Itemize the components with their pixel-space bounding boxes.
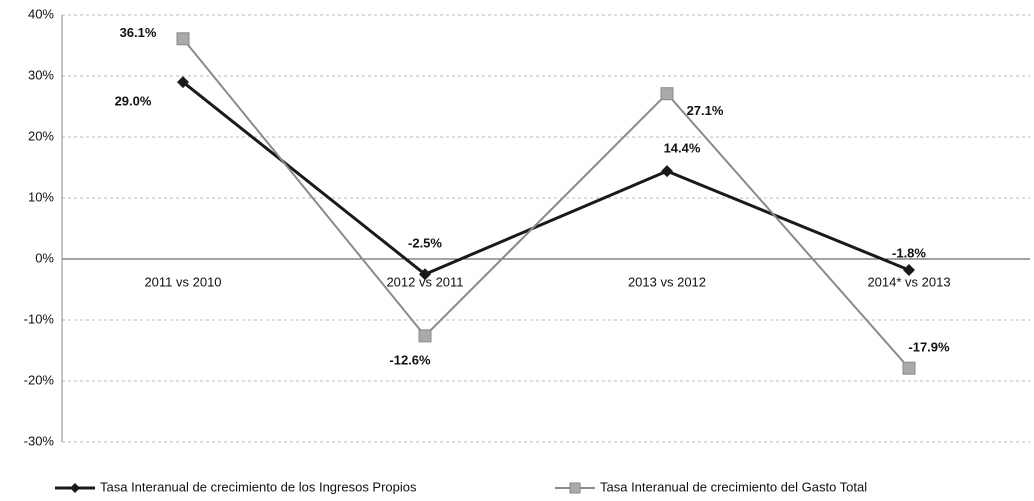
legend-label: Tasa Interanual de crecimiento del Gasto… [600,479,867,494]
value-label: 27.1% [687,103,724,118]
marker [660,87,674,101]
y-tick-label: 30% [28,67,54,82]
y-tick-label: 0% [35,250,54,265]
y-tick-label: -10% [24,311,55,326]
value-label: -1.8% [892,245,926,260]
x-tick-label: 2013 vs 2012 [628,274,706,289]
x-tick-label: 2011 vs 2010 [144,274,221,289]
legend-marker [70,483,80,493]
marker [176,32,190,46]
x-tick-label: 2014* vs 2013 [867,274,950,289]
x-tick-label: 2012 vs 2011 [386,274,463,289]
marker [902,361,916,375]
value-label: 36.1% [120,25,157,40]
value-label: -17.9% [908,340,950,355]
marker [177,76,189,89]
series-line [182,38,910,369]
marker [419,268,431,281]
marker [903,263,915,276]
y-tick-label: -20% [24,372,55,387]
legend-marker [569,482,581,494]
value-label: 14.4% [664,141,701,156]
series-line [182,80,910,276]
y-tick-label: 40% [28,6,54,21]
marker [418,329,432,343]
value-label: -12.6% [389,352,431,367]
marker [661,165,673,178]
y-tick-label: 20% [28,128,54,143]
value-label: 29.0% [115,94,152,109]
value-label: -2.5% [408,236,442,251]
legend-label: Tasa Interanual de crecimiento de los In… [100,479,417,494]
y-tick-label: 10% [28,189,54,204]
y-tick-label: -30% [24,433,55,448]
